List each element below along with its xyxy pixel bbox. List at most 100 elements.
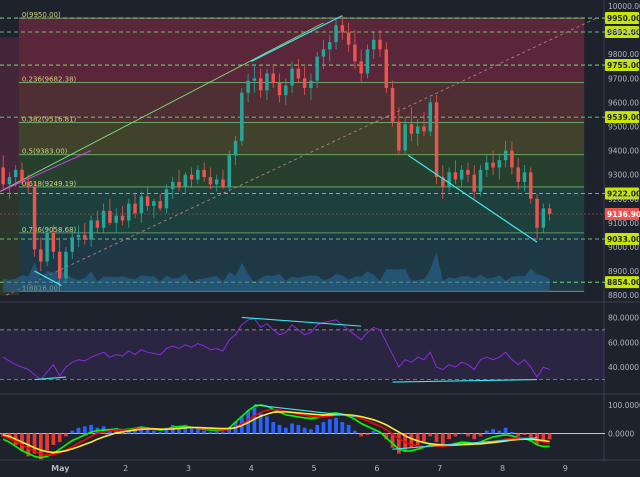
candle-body-56 — [353, 44, 357, 62]
macd-histogram-bar-35 — [221, 432, 225, 434]
candle-body-46 — [290, 68, 294, 86]
current-price-label: 9136.90 — [607, 210, 640, 219]
macd-histogram-bar-70 — [440, 433, 445, 445]
x-tick-8: 9 — [563, 464, 568, 473]
fib-zone-0 — [18, 18, 585, 83]
candle-body-76 — [478, 169, 483, 192]
candle-body-24 — [152, 201, 156, 207]
macd-y-tick-1: 100.0000 — [608, 401, 640, 410]
macd-histogram-bar-75 — [472, 433, 477, 440]
macd-histogram-bar-40 — [252, 407, 257, 434]
macd-histogram-bar-71 — [447, 433, 451, 440]
candle-body-17 — [108, 210, 112, 223]
candle-body-68 — [428, 102, 432, 132]
macd-histogram-bar-47 — [296, 424, 301, 434]
macd-histogram-bar-53 — [334, 417, 338, 434]
macd-histogram-bar-57 — [359, 433, 364, 437]
candle-body-3 — [20, 169, 24, 182]
candle-body-87 — [547, 208, 552, 214]
x-tick-6: 7 — [437, 464, 442, 473]
macd-histogram-bar-34 — [214, 430, 219, 434]
macd-histogram-bar-81 — [510, 432, 514, 434]
candle-body-77 — [485, 162, 489, 170]
macd-histogram-bar-23 — [145, 429, 150, 434]
candle-body-85 — [535, 198, 539, 228]
price-y-tick-9: 9700.00 — [608, 74, 639, 83]
macd-histogram-bar-44 — [277, 424, 282, 434]
macd-histogram-bar-79 — [497, 430, 502, 434]
fib-level-label-3: 0.5(9383.00) — [22, 148, 68, 156]
candle-body-81 — [510, 150, 514, 168]
macd-histogram-bar-62 — [390, 433, 395, 448]
macd-histogram-bar-80 — [503, 427, 508, 434]
price-y-tick-0: 8800.00 — [608, 291, 639, 300]
macd-histogram-bar-73 — [459, 433, 464, 435]
candle-body-36 — [227, 155, 231, 187]
candle-body-31 — [196, 169, 200, 180]
candle-body-9 — [57, 251, 62, 279]
candle-body-29 — [183, 174, 188, 187]
channel-line-0 — [0, 22, 324, 192]
macd-histogram-bar-59 — [371, 430, 376, 434]
candle-body-52 — [328, 42, 332, 50]
candle-body-58 — [365, 49, 370, 74]
x-tick-4: 5 — [312, 464, 317, 473]
candle-body-25 — [158, 201, 162, 209]
macd-histogram-bar-61 — [384, 433, 389, 440]
candle-body-34 — [214, 179, 219, 185]
macd-histogram-bar-33 — [208, 432, 213, 434]
macd-histogram-bar-29 — [183, 424, 188, 434]
macd-histogram-bar-25 — [158, 432, 163, 434]
candle-body-0 — [1, 167, 5, 185]
candle-body-1 — [7, 177, 12, 185]
candle-body-47 — [296, 68, 301, 79]
macd-histogram-bar-8 — [51, 433, 56, 445]
candle-body-7 — [45, 232, 49, 262]
macd-histogram-bar-76 — [478, 433, 483, 437]
fib-level-label-2: 0.382(9516.81) — [22, 115, 77, 123]
candle-body-48 — [302, 78, 307, 88]
macd-histogram-bar-78 — [491, 429, 495, 434]
macd-histogram-bar-66 — [415, 433, 420, 445]
macd-histogram-bar-5 — [32, 433, 37, 454]
rsi-y-tick-2: 80.0000 — [608, 313, 639, 322]
macd-histogram-bar-51 — [321, 422, 326, 434]
candle-body-37 — [233, 140, 238, 156]
candle-body-71 — [447, 172, 451, 187]
macd-histogram-bar-12 — [76, 427, 81, 434]
macd-histogram-bar-10 — [64, 433, 68, 437]
candle-body-60 — [378, 39, 382, 50]
price-y-tick-8: 9600.00 — [608, 98, 639, 107]
macd-histogram-bar-52 — [327, 419, 332, 434]
price-y-tick-11: 9900.00 — [608, 26, 639, 35]
candle-body-80 — [503, 150, 508, 161]
macd-histogram-bar-32 — [202, 430, 207, 434]
candle-body-70 — [441, 177, 445, 187]
price-y-tick-7: 9500.00 — [608, 122, 639, 131]
price-y-tick-2: 9000.00 — [608, 243, 639, 252]
macd-histogram-bar-83 — [522, 433, 527, 435]
macd-divergence-line-0 — [254, 404, 355, 417]
price-y-tick-4: 9200.00 — [608, 195, 639, 204]
price-y-tick-3: 9100.00 — [608, 219, 639, 228]
candle-body-5 — [32, 186, 37, 250]
candle-body-54 — [340, 25, 345, 33]
channel-line-1 — [6, 17, 597, 296]
candle-body-12 — [76, 234, 81, 238]
candle-body-62 — [390, 87, 395, 122]
candle-body-64 — [403, 124, 407, 151]
candle-body-41 — [258, 78, 263, 91]
candle-body-22 — [139, 196, 144, 214]
candle-body-42 — [265, 73, 269, 91]
price-level-label-4: 9222.00 — [607, 189, 640, 198]
channel-line-2 — [0, 150, 92, 192]
candle-body-49 — [309, 80, 313, 88]
candle-body-61 — [384, 49, 389, 88]
macd-histogram-bar-24 — [152, 430, 156, 434]
price-level-badge-1 — [605, 26, 639, 39]
macd-y-tick-0: 0.0000 — [608, 430, 634, 439]
macd-histogram-bar-67 — [422, 433, 426, 443]
rsi-divergence-line-1 — [241, 316, 362, 327]
